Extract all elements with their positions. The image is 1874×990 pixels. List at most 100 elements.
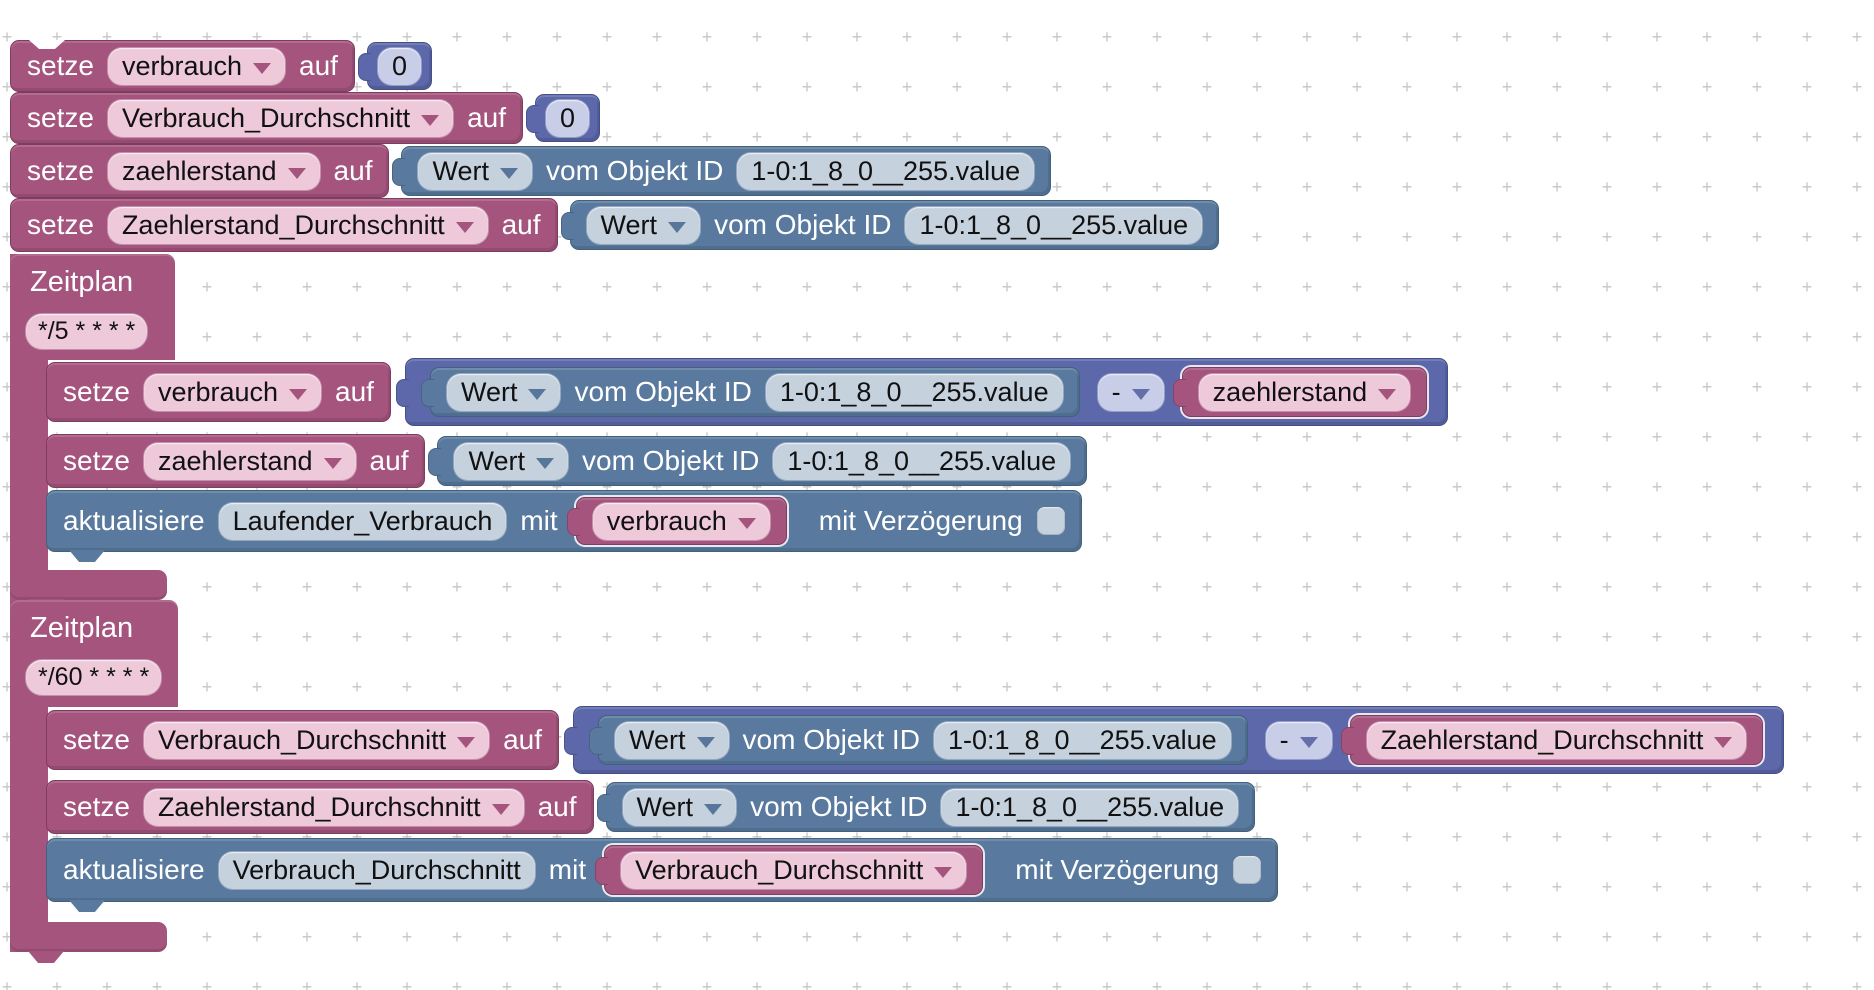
number-value: 0	[391, 50, 407, 81]
block-label: setze	[63, 791, 130, 822]
number-field[interactable]: 0	[377, 47, 421, 85]
set-variable-block[interactable]: setze zaehlerstand auf	[10, 144, 390, 198]
chevron-down-icon	[421, 114, 440, 126]
object-id-value: 1-0:1_8_0__255.value	[751, 155, 1021, 186]
dropdown-value: verbrauch	[121, 50, 243, 81]
block-label: setze	[27, 209, 94, 240]
state-id-field[interactable]: Verbrauch_Durchschnitt	[218, 851, 535, 889]
variable-dropdown[interactable]: verbrauch	[107, 47, 286, 85]
chevron-down-icon	[1131, 388, 1150, 400]
variable-get-block[interactable]: verbrauch	[566, 497, 787, 545]
chevron-down-icon	[289, 388, 308, 400]
schedule-block-header[interactable]: Zeitplan */60 * * * *	[10, 600, 178, 707]
number-field[interactable]: 0	[546, 99, 590, 137]
value-type-dropdown[interactable]: Wert	[418, 152, 532, 190]
set-variable-block[interactable]: setze Verbrauch_Durchschnitt auf	[46, 710, 560, 770]
object-id-field[interactable]: 1-0:1_8_0__255.value	[765, 373, 1063, 411]
dropdown-value: -	[1279, 724, 1289, 755]
block-label: vom Objekt ID	[742, 724, 920, 755]
block-label: auf	[333, 155, 373, 186]
value-type-dropdown[interactable]: Wert	[454, 442, 568, 480]
block-label: auf	[467, 102, 507, 133]
cron-field[interactable]: */60 * * * *	[26, 660, 162, 695]
getstate-block[interactable]: Wert vom Objekt ID 1-0:1_8_0__255.value	[596, 782, 1256, 832]
block-row: setze verbrauch auf Wert vom Objekt ID 1…	[46, 358, 1449, 426]
value-type-dropdown[interactable]: Wert	[615, 721, 729, 759]
variable-dropdown[interactable]: Zaehlerstand_Durchschnitt	[143, 788, 524, 826]
chevron-down-icon	[696, 736, 715, 748]
block-row: setze Verbrauch_Durchschnitt auf Wert vo…	[46, 706, 1785, 774]
dropdown-value: Wert	[468, 445, 525, 476]
getstate-block[interactable]: Wert vom Objekt ID 1-0:1_8_0__255.value	[428, 436, 1088, 486]
value-type-dropdown[interactable]: Wert	[586, 206, 701, 244]
update-state-block[interactable]: aktualisiere Verbrauch_Durchschnitt mit …	[46, 838, 1279, 912]
dropdown-value: Verbrauch_Durchschnitt	[157, 724, 447, 755]
schedule-block-footer[interactable]	[10, 570, 167, 611]
delay-checkbox[interactable]	[1036, 507, 1065, 535]
value-type-dropdown[interactable]: Wert	[446, 373, 561, 411]
block-row: aktualisiere Verbrauch_Durchschnitt mit …	[46, 838, 1279, 912]
dropdown-value: Verbrauch_Durchschnitt	[635, 854, 924, 885]
state-id-value: Verbrauch_Durchschnitt	[232, 854, 521, 885]
variable-get-block[interactable]: Zaehlerstand_Durchschnitt	[1340, 715, 1764, 765]
update-state-block[interactable]: aktualisiere Laufender_Verbrauch mit ver…	[46, 490, 1082, 562]
chevron-down-icon	[491, 803, 510, 815]
object-id-field[interactable]: 1-0:1_8_0__255.value	[941, 788, 1239, 826]
getstate-block[interactable]: Wert vom Objekt ID 1-0:1_8_0__255.value	[392, 146, 1052, 196]
variable-dropdown[interactable]: Verbrauch_Durchschnitt	[107, 99, 454, 137]
variable-get-block[interactable]: Verbrauch_Durchschnitt	[595, 845, 984, 895]
block-label: setze	[27, 155, 94, 186]
object-id-field[interactable]: 1-0:1_8_0__255.value	[773, 442, 1071, 480]
variable-get-block[interactable]: zaehlerstand	[1172, 367, 1428, 417]
object-id-field[interactable]: 1-0:1_8_0__255.value	[905, 206, 1203, 244]
variable-dropdown[interactable]: zaehlerstand	[107, 152, 320, 190]
chevron-down-icon	[536, 457, 554, 469]
variable-dropdown[interactable]: Zaehlerstand_Durchschnitt	[107, 206, 488, 244]
getstate-block[interactable]: Wert vom Objekt ID 1-0:1_8_0__255.value	[589, 715, 1248, 765]
dropdown-value: verbrauch	[157, 376, 279, 407]
object-id-field[interactable]: 1-0:1_8_0__255.value	[933, 721, 1231, 759]
value-type-dropdown[interactable]: Wert	[622, 788, 737, 826]
number-block[interactable]: 0	[526, 94, 601, 142]
variable-dropdown[interactable]: verbrauch	[143, 373, 322, 411]
object-id-field[interactable]: 1-0:1_8_0__255.value	[737, 152, 1035, 190]
object-id-value: 1-0:1_8_0__255.value	[779, 376, 1049, 407]
set-variable-block[interactable]: setze Zaehlerstand_Durchschnitt auf	[10, 198, 558, 252]
variable-dropdown[interactable]: Zaehlerstand_Durchschnitt	[1366, 721, 1747, 759]
state-id-field[interactable]: Laufender_Verbrauch	[218, 502, 507, 540]
chevron-down-icon	[668, 221, 687, 233]
schedule-block-footer[interactable]	[10, 922, 167, 963]
set-variable-block[interactable]: setze zaehlerstand auf	[46, 434, 426, 488]
dropdown-value: Wert	[432, 155, 489, 186]
dropdown-value: Wert	[460, 376, 518, 407]
variable-dropdown[interactable]: Verbrauch_Durchschnitt	[143, 721, 490, 759]
set-variable-block[interactable]: setze Zaehlerstand_Durchschnitt auf	[46, 780, 594, 834]
delay-checkbox[interactable]	[1233, 856, 1262, 884]
dropdown-value: Wert	[629, 724, 686, 755]
schedule-block-header[interactable]: Zeitplan */5 * * * *	[10, 254, 175, 360]
variable-dropdown[interactable]: verbrauch	[592, 502, 770, 540]
set-variable-block[interactable]: setze verbrauch auf	[10, 40, 355, 92]
cron-field[interactable]: */5 * * * *	[26, 314, 148, 349]
variable-dropdown[interactable]: zaehlerstand	[143, 442, 356, 480]
block-label: auf	[299, 50, 338, 81]
variable-dropdown[interactable]: zaehlerstand	[1198, 373, 1411, 411]
chevron-down-icon	[1714, 736, 1733, 748]
block-row: setze Zaehlerstand_Durchschnitt auf Wert…	[46, 780, 1256, 834]
object-id-value: 1-0:1_8_0__255.value	[919, 209, 1189, 240]
chevron-down-icon	[528, 388, 547, 400]
math-subtract-block[interactable]: Wert vom Objekt ID 1-0:1_8_0__255.value …	[395, 358, 1449, 426]
math-subtract-block[interactable]: Wert vom Objekt ID 1-0:1_8_0__255.value …	[564, 706, 1785, 774]
bottom-connector	[69, 900, 105, 912]
getstate-block[interactable]: Wert vom Objekt ID 1-0:1_8_0__255.value	[560, 200, 1220, 250]
operator-dropdown[interactable]: -	[1097, 373, 1164, 411]
block-row: setze Zaehlerstand_Durchschnitt auf Wert…	[10, 198, 1220, 252]
operator-dropdown[interactable]: -	[1265, 721, 1332, 759]
set-variable-block[interactable]: setze Verbrauch_Durchschnitt auf	[10, 92, 524, 144]
variable-dropdown[interactable]: Verbrauch_Durchschnitt	[621, 851, 967, 889]
getstate-block[interactable]: Wert vom Objekt ID 1-0:1_8_0__255.value	[420, 367, 1080, 417]
object-id-value: 1-0:1_8_0__255.value	[947, 724, 1217, 755]
number-block[interactable]: 0	[357, 42, 432, 90]
set-variable-block[interactable]: setze verbrauch auf	[46, 362, 391, 422]
